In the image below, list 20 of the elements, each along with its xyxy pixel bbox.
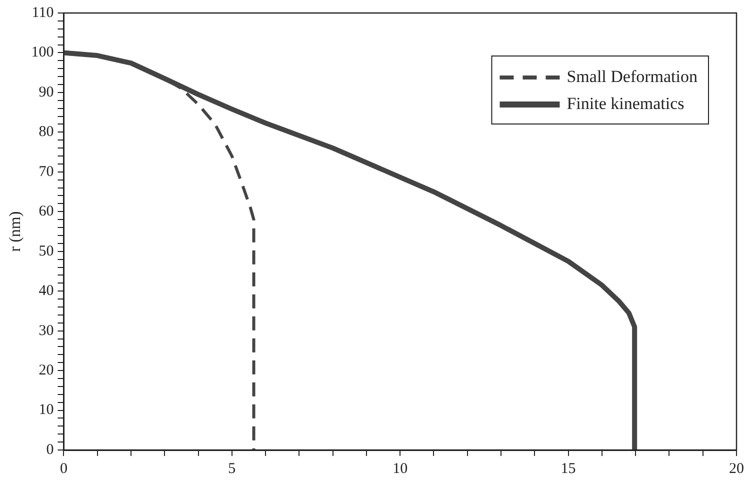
x-tick-label: 10 bbox=[392, 460, 408, 477]
y-tick-label: 60 bbox=[38, 204, 54, 220]
y-axis-title: r (nm) bbox=[6, 211, 24, 252]
y-tick-label: 100 bbox=[31, 44, 54, 61]
y-tick-label: 20 bbox=[38, 362, 54, 378]
legend-label: Finite kinematics bbox=[566, 94, 684, 113]
x-tick-label: 20 bbox=[729, 460, 744, 477]
y-tick-label: 10 bbox=[38, 402, 54, 418]
y-tick-label: 0 bbox=[46, 442, 54, 458]
y-tick-label: 90 bbox=[38, 84, 54, 100]
y-tick-label: 70 bbox=[38, 164, 54, 180]
y-tick-label: 30 bbox=[38, 322, 54, 339]
y-tick-label: 80 bbox=[38, 124, 54, 140]
x-tick-label: 15 bbox=[560, 460, 576, 477]
y-tick-label: 110 bbox=[32, 4, 54, 21]
y-tick-label: 50 bbox=[38, 243, 54, 260]
x-tick-label: 5 bbox=[228, 460, 236, 477]
legend-label: Small Deformation bbox=[566, 66, 698, 86]
x-tick-label: 0 bbox=[60, 460, 68, 477]
y-tick-label: 40 bbox=[38, 283, 54, 300]
